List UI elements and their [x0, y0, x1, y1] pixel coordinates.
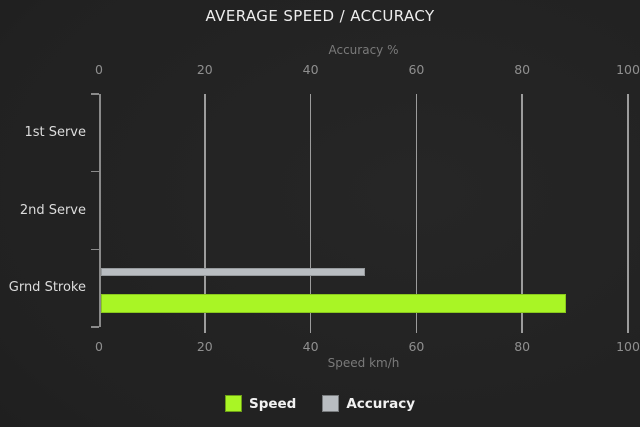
bottom-tick-label: 20	[196, 339, 213, 354]
top-tick-label: 60	[408, 62, 425, 77]
legend-label-accuracy: Accuracy	[346, 395, 415, 412]
legend-item-speed: Speed	[224, 395, 297, 412]
bottom-axis-title: Speed km/h	[327, 356, 400, 370]
top-tick-label: 0	[95, 62, 103, 77]
chart-legend: Speed Accuracy	[0, 395, 640, 412]
y-axis-tick	[91, 326, 99, 328]
bottom-tick-label: 100	[616, 339, 640, 354]
bottom-tick-label: 0	[95, 339, 103, 354]
legend-label-speed: Speed	[248, 395, 297, 412]
category-label-grnd-stroke: Grnd Stroke	[8, 280, 86, 296]
bottom-tick-label: 80	[514, 339, 531, 354]
gridline	[204, 94, 206, 333]
top-tick-label: 40	[302, 62, 319, 77]
y-axis-tick	[91, 170, 99, 173]
top-tick-label: 80	[514, 62, 531, 77]
top-tick-label: 20	[196, 62, 213, 77]
bar-accuracy-grnd-stroke	[100, 268, 365, 277]
bottom-tick-label: 40	[302, 339, 319, 354]
gridline	[521, 94, 523, 333]
top-tick-label: 100	[616, 62, 640, 77]
bottom-tick-label: 60	[408, 339, 425, 354]
category-label-1st-serve: 1st Serve	[24, 124, 86, 140]
gridline	[415, 94, 418, 333]
bar-speed-grnd-stroke	[100, 294, 567, 314]
chart-title: AVERAGE SPEED / ACCURACY	[205, 7, 435, 25]
gridline	[309, 94, 312, 333]
legend-item-accuracy: Accuracy	[322, 395, 415, 412]
legend-swatch-speed	[224, 395, 242, 412]
y-axis-tick	[91, 248, 99, 251]
gridline	[627, 94, 629, 333]
y-axis-tick	[91, 93, 99, 95]
category-label-2nd-serve: 2nd Serve	[19, 202, 86, 218]
y-axis-line	[99, 94, 101, 327]
top-axis-title: Accuracy %	[328, 43, 399, 57]
legend-swatch-accuracy	[322, 395, 340, 412]
